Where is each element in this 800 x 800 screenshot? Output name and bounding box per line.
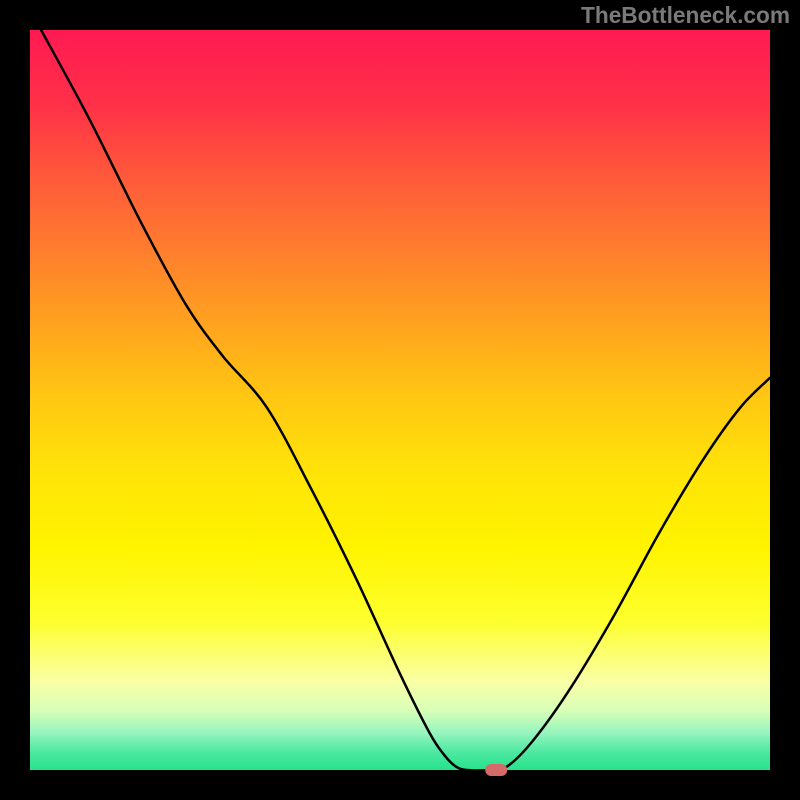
bottleneck-curve-chart [0,0,800,800]
optimal-marker [485,764,507,776]
chart-canvas: TheBottleneck.com [0,0,800,800]
watermark-text: TheBottleneck.com [581,2,790,29]
gradient-background [30,30,770,770]
